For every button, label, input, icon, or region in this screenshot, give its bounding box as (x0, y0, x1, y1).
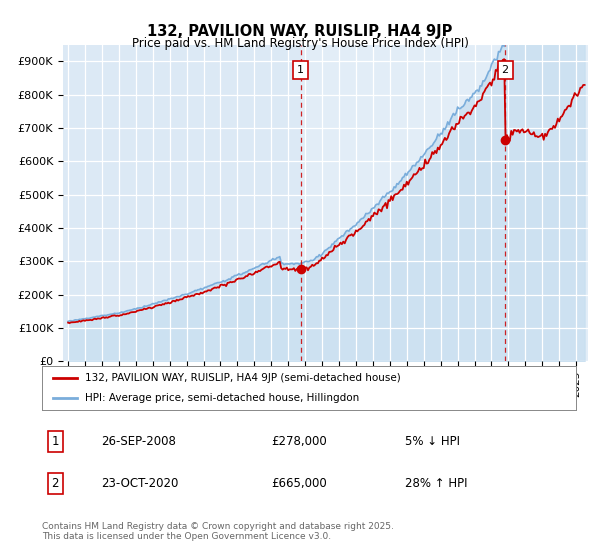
Text: 26-SEP-2008: 26-SEP-2008 (101, 435, 176, 448)
Text: 5% ↓ HPI: 5% ↓ HPI (405, 435, 460, 448)
Text: 2: 2 (502, 65, 509, 75)
Text: Contains HM Land Registry data © Crown copyright and database right 2025.
This d: Contains HM Land Registry data © Crown c… (42, 522, 394, 542)
Text: HPI: Average price, semi-detached house, Hillingdon: HPI: Average price, semi-detached house,… (85, 393, 359, 403)
Bar (301, 45, 588, 361)
Text: 132, PAVILION WAY, RUISLIP, HA4 9JP (semi-detached house): 132, PAVILION WAY, RUISLIP, HA4 9JP (sem… (85, 373, 400, 383)
Text: 23-OCT-2020: 23-OCT-2020 (101, 477, 178, 490)
Text: £665,000: £665,000 (272, 477, 328, 490)
Text: 28% ↑ HPI: 28% ↑ HPI (405, 477, 467, 490)
Text: 1: 1 (297, 65, 304, 75)
Text: £278,000: £278,000 (272, 435, 328, 448)
Text: Price paid vs. HM Land Registry's House Price Index (HPI): Price paid vs. HM Land Registry's House … (131, 37, 469, 50)
Text: 132, PAVILION WAY, RUISLIP, HA4 9JP: 132, PAVILION WAY, RUISLIP, HA4 9JP (148, 24, 452, 39)
Text: 1: 1 (52, 435, 59, 448)
Text: 2: 2 (52, 477, 59, 490)
